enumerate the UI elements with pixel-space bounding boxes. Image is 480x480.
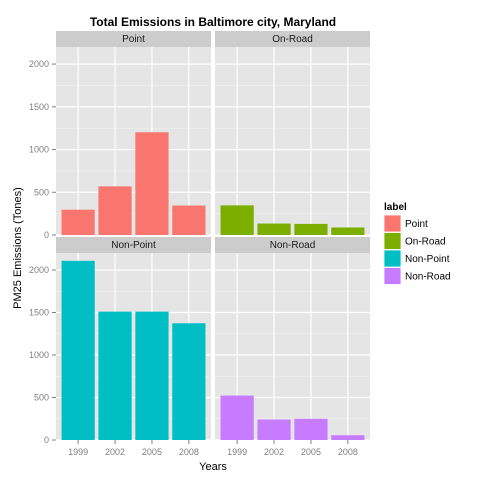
y-axes: 0 500 1000 1500 2000 0 500 1000 1500 2000 (29, 59, 56, 445)
bar-non-point-2002 (98, 311, 132, 440)
panel-non-road: Non-Road (215, 237, 370, 441)
facet-strip-label-non-road: Non-Road (270, 240, 316, 251)
bar-non-road-2008 (331, 435, 365, 440)
y-tick-label: 2000 (29, 59, 49, 69)
y-tick-label: 500 (34, 393, 49, 403)
x-tick-label: 1999 (68, 447, 88, 457)
legend-swatch-point (383, 214, 402, 233)
facet-strip-label-point: Point (122, 34, 145, 45)
x-tick-label: 2002 (264, 447, 284, 457)
x-tick-label: 2005 (301, 447, 321, 457)
y-tick-label: 0 (44, 230, 49, 240)
x-axis-title: Years (199, 461, 227, 473)
legend: label Point On-Road Non-Point Non-Road (383, 202, 451, 285)
bar-on-road-2008 (331, 227, 365, 235)
facet-strip-label-non-point: Non-Point (111, 240, 156, 251)
legend-label-non-road: Non-Road (405, 272, 451, 283)
y-tick-label: 1000 (29, 350, 49, 360)
y-tick-label: 1500 (29, 308, 49, 318)
panel-point: Point (56, 31, 211, 236)
legend-title: label (384, 202, 407, 213)
facet-strip-point (56, 31, 211, 47)
bar-on-road-1999 (220, 205, 254, 235)
x-tick-label: 2008 (338, 447, 358, 457)
bar-point-2002 (98, 186, 132, 235)
legend-label-point: Point (405, 219, 428, 230)
legend-label-non-point: Non-Point (405, 254, 450, 265)
x-axis: 1999 2002 2005 2008 1999 2002 2005 2008 (68, 440, 358, 457)
x-tick-label: 2008 (179, 447, 199, 457)
facet-strip-label-on-road: On-Road (272, 34, 313, 45)
bar-non-point-1999 (61, 260, 95, 440)
bar-point-1999 (61, 209, 95, 235)
y-tick-label: 1500 (29, 102, 49, 112)
legend-swatch-non-road (383, 267, 402, 285)
panel-background (215, 47, 370, 235)
panel-on-road: On-Road (215, 31, 370, 236)
facet-strip-non-point (56, 237, 211, 253)
bar-non-point-2005 (135, 311, 169, 440)
x-tick-label: 2005 (142, 447, 162, 457)
panel-background (56, 47, 211, 235)
legend-label-on-road: On-Road (405, 237, 446, 248)
bar-non-road-1999 (220, 395, 254, 440)
bar-point-2008 (172, 205, 206, 235)
facet-strip-non-road (215, 237, 370, 253)
chart-title: Total Emissions in Baltimore city, Maryl… (90, 15, 336, 29)
y-tick-label: 2000 (29, 265, 49, 275)
bar-on-road-2002 (257, 223, 291, 235)
y-tick-label: 500 (34, 187, 49, 197)
bar-point-2005 (135, 132, 169, 235)
bar-on-road-2005 (294, 223, 328, 235)
y-tick-label: 1000 (29, 145, 49, 155)
legend-swatch-on-road (383, 232, 402, 250)
facet-strip-on-road (215, 31, 370, 47)
bar-non-road-2005 (294, 418, 328, 440)
y-tick-label: 0 (44, 435, 49, 445)
y-axis-title: PM25 Emissions (Tones) (12, 187, 24, 309)
legend-swatch-non-point (383, 249, 402, 268)
x-tick-label: 2002 (105, 447, 125, 457)
bar-non-road-2002 (257, 419, 291, 440)
panel-non-point: Non-Point (56, 237, 211, 441)
x-tick-label: 1999 (227, 447, 247, 457)
facet-panels: Point On-Road Non-Point Non-Road (56, 31, 370, 441)
bar-non-point-2008 (172, 323, 206, 440)
